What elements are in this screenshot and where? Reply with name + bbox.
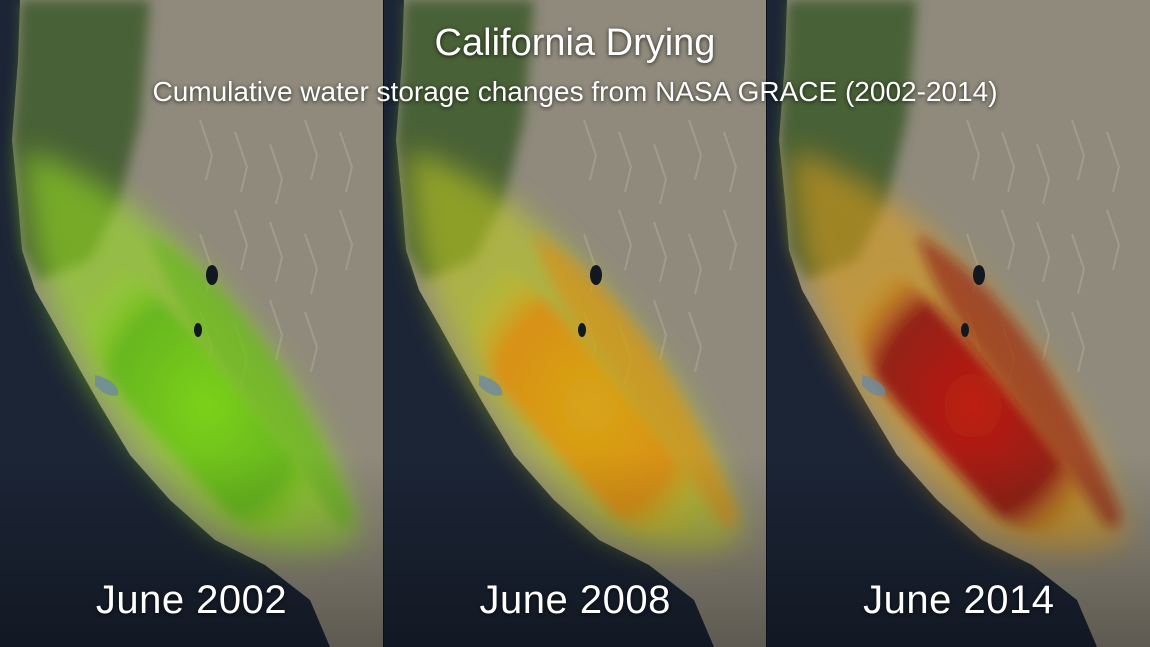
california-map-2014 bbox=[767, 0, 1150, 647]
panel-date-label: June 2014 bbox=[863, 578, 1055, 622]
map-panel-2014: June 2014 bbox=[766, 0, 1150, 647]
map-title: California Drying bbox=[434, 22, 716, 64]
map-panel-2008: June 2008 bbox=[382, 0, 767, 647]
vignette bbox=[767, 0, 1150, 647]
california-map-2002 bbox=[0, 0, 383, 647]
map-panel-2002: June 2002 bbox=[0, 0, 383, 647]
map-subtitle: Cumulative water storage changes from NA… bbox=[152, 76, 998, 107]
panel-date-label: June 2002 bbox=[95, 578, 288, 622]
vignette bbox=[383, 0, 767, 647]
california-map-2008 bbox=[383, 0, 767, 647]
vignette bbox=[0, 0, 383, 647]
panel-date-label: June 2008 bbox=[479, 578, 671, 622]
